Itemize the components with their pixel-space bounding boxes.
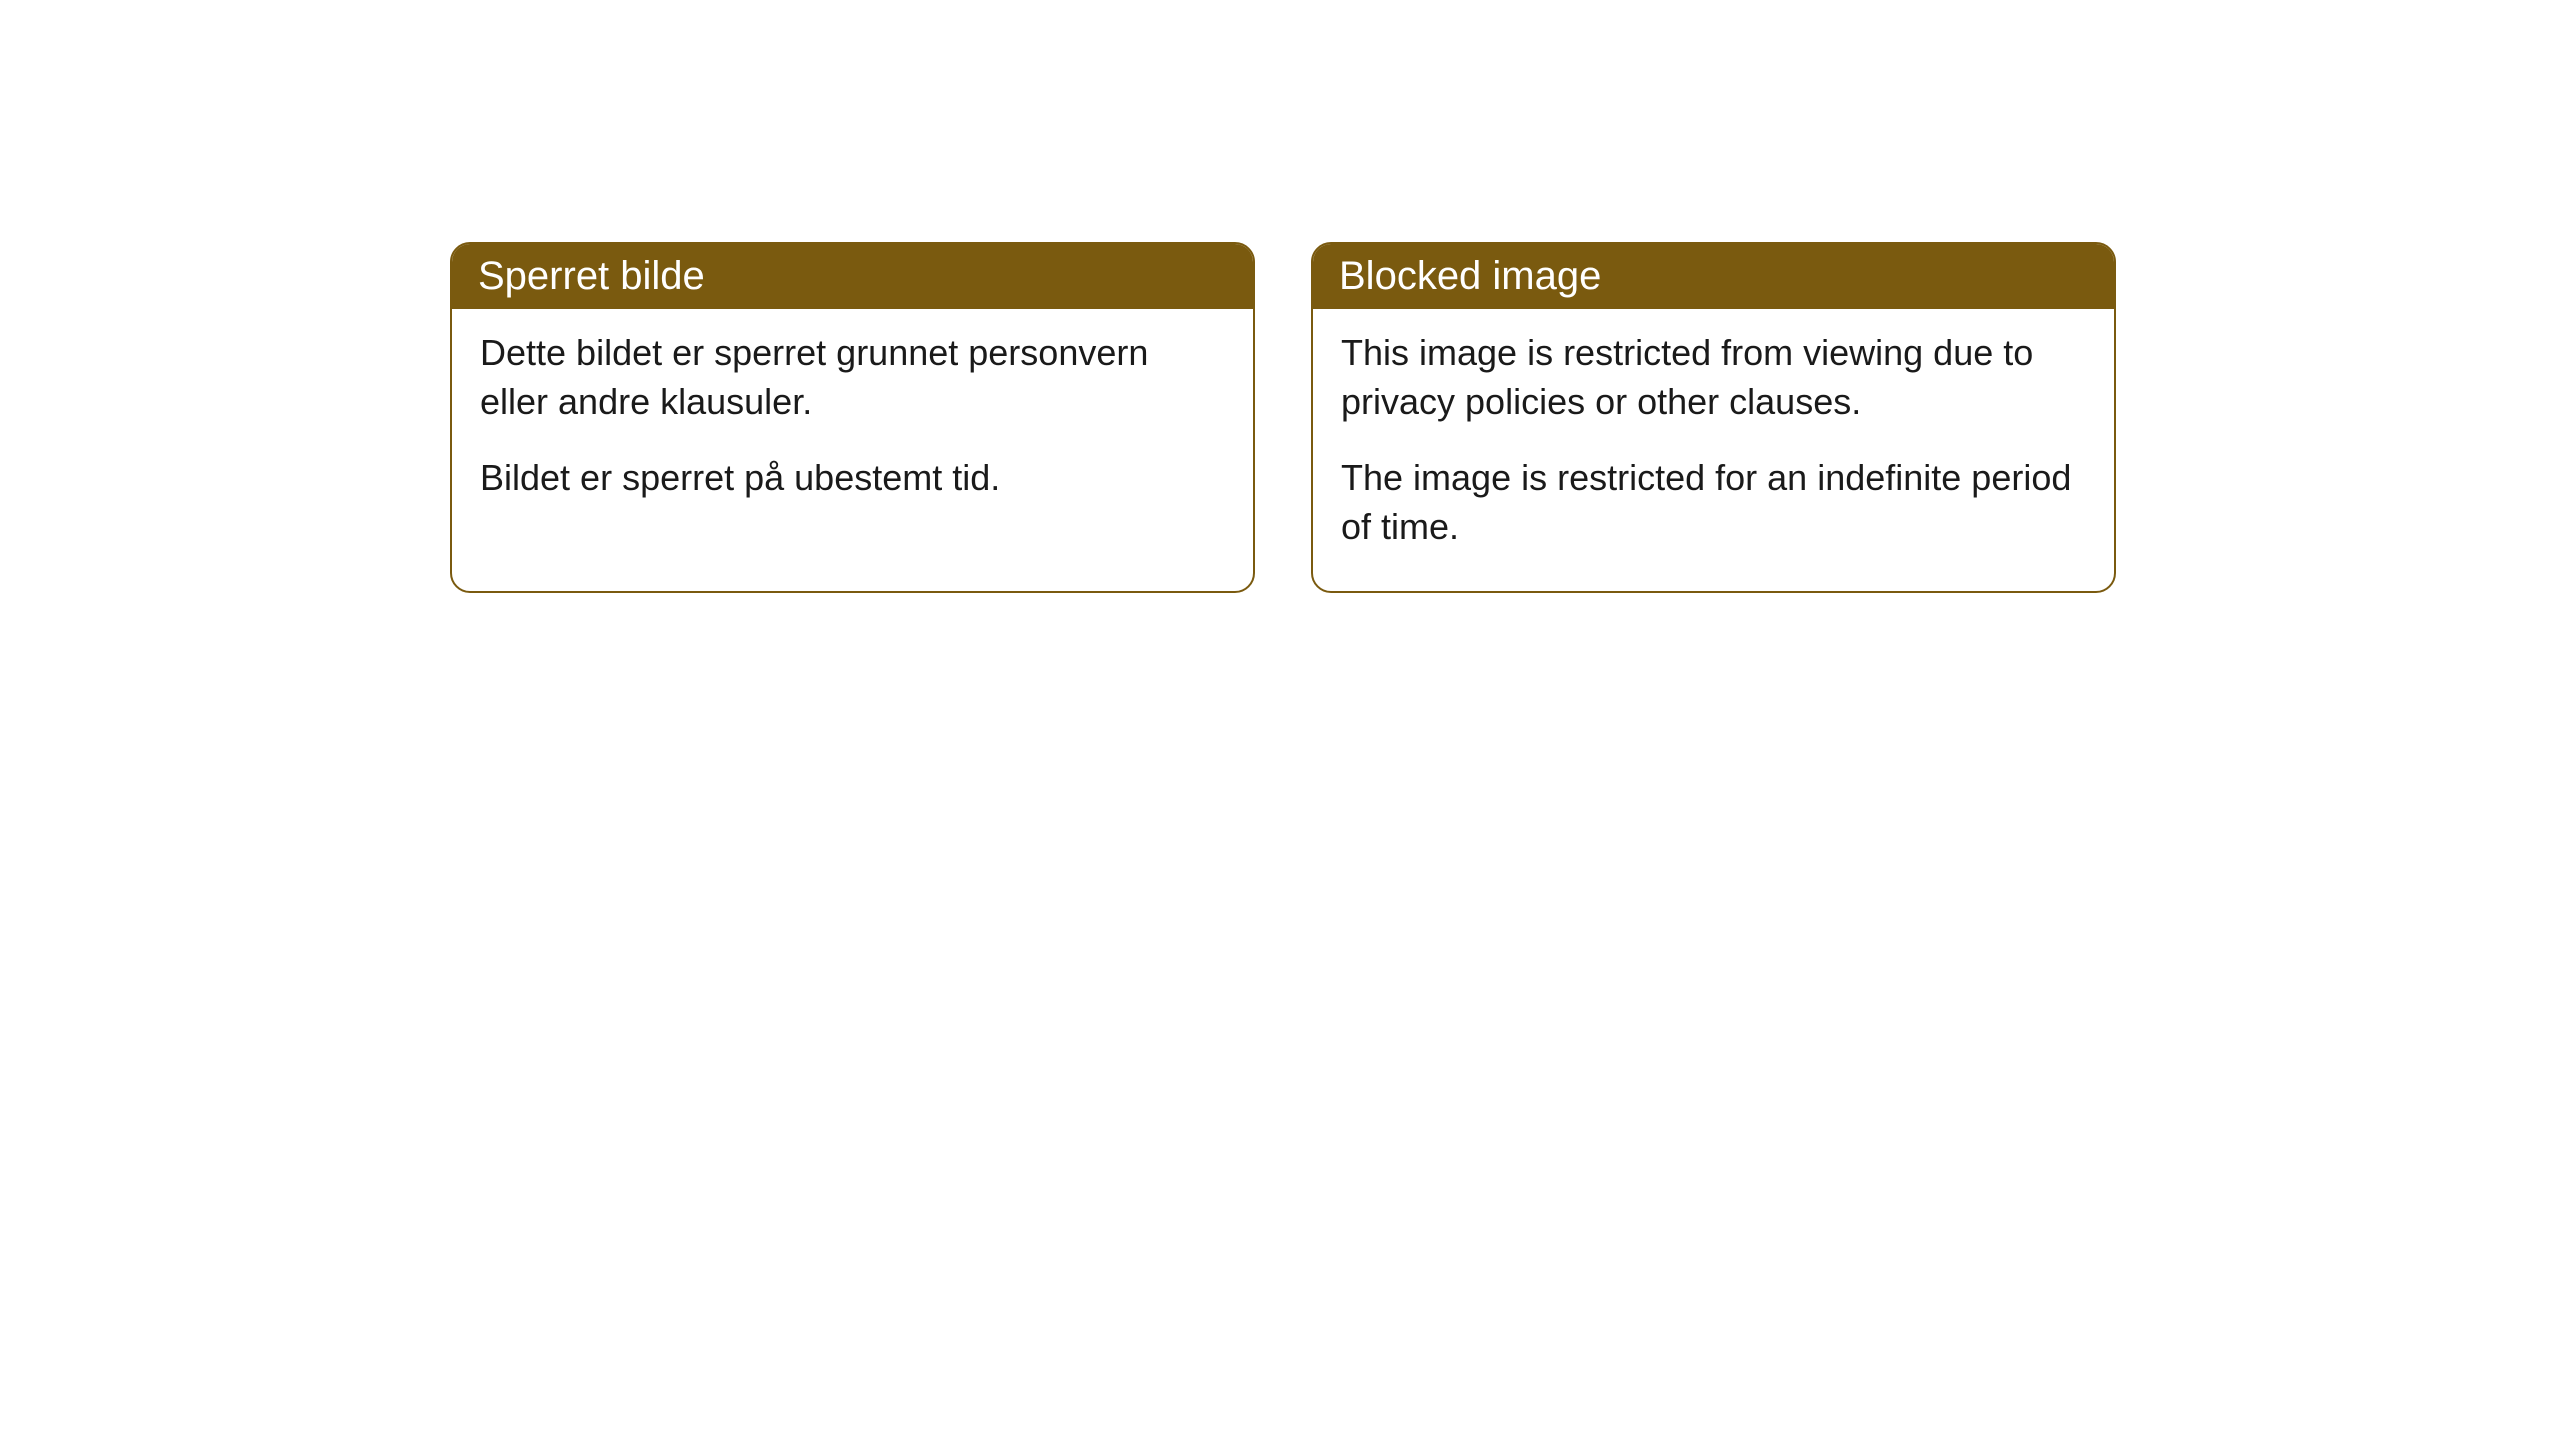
card-header: Blocked image — [1313, 244, 2114, 309]
card-title: Sperret bilde — [478, 254, 705, 298]
card-header: Sperret bilde — [452, 244, 1253, 309]
card-paragraph: Dette bildet er sperret grunnet personve… — [480, 329, 1225, 426]
card-body: Dette bildet er sperret grunnet personve… — [452, 309, 1253, 543]
notice-card-english: Blocked image This image is restricted f… — [1311, 242, 2116, 593]
card-body: This image is restricted from viewing du… — [1313, 309, 2114, 591]
notice-container: Sperret bilde Dette bildet er sperret gr… — [450, 242, 2116, 593]
card-paragraph: This image is restricted from viewing du… — [1341, 329, 2086, 426]
card-paragraph: Bildet er sperret på ubestemt tid. — [480, 454, 1225, 503]
notice-card-norwegian: Sperret bilde Dette bildet er sperret gr… — [450, 242, 1255, 593]
card-title: Blocked image — [1339, 254, 1601, 298]
card-paragraph: The image is restricted for an indefinit… — [1341, 454, 2086, 551]
